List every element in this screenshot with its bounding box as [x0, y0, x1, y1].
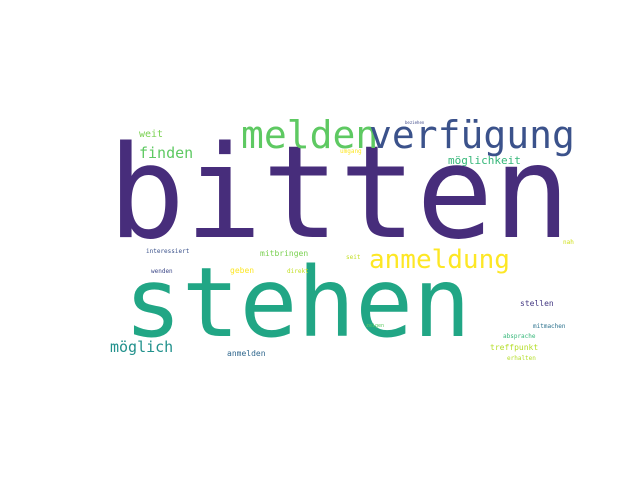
- word-absprache: absprache: [503, 333, 536, 340]
- word-direkt: direkt: [287, 268, 309, 275]
- word-beziehen: beziehen: [405, 120, 425, 125]
- word-anmeldung: anmeldung: [369, 245, 510, 275]
- word-zeigen: zeigen: [366, 323, 385, 329]
- word-treffpunkt: treffpunkt: [490, 343, 539, 352]
- word-erhalten: erhalten: [507, 355, 536, 362]
- word-nah: nah: [563, 239, 574, 246]
- word-stehen: stehen: [124, 247, 471, 359]
- word-seit: seit: [346, 254, 361, 261]
- word-mitbringen: mitbringen: [260, 249, 309, 258]
- word-interessiert: interessiert: [146, 248, 190, 255]
- word-melden: melden: [241, 113, 379, 157]
- word-mitmachen: mitmachen: [533, 323, 566, 330]
- word-bitten: bitten: [108, 119, 571, 268]
- word-wenden: wenden: [151, 268, 173, 275]
- word-stellen: stellen: [520, 299, 554, 308]
- word-anmelden: anmelden: [227, 349, 266, 358]
- word-moeglichkeit: möglichkeit: [448, 154, 521, 167]
- word-umgang: umgang: [340, 148, 362, 155]
- word-verfuegung: verfügung: [369, 113, 575, 157]
- word-geben: geben: [230, 266, 255, 275]
- word-weit: weit: [139, 129, 164, 140]
- word-finden: finden: [139, 144, 194, 162]
- word-moeglich: möglich: [110, 338, 174, 356]
